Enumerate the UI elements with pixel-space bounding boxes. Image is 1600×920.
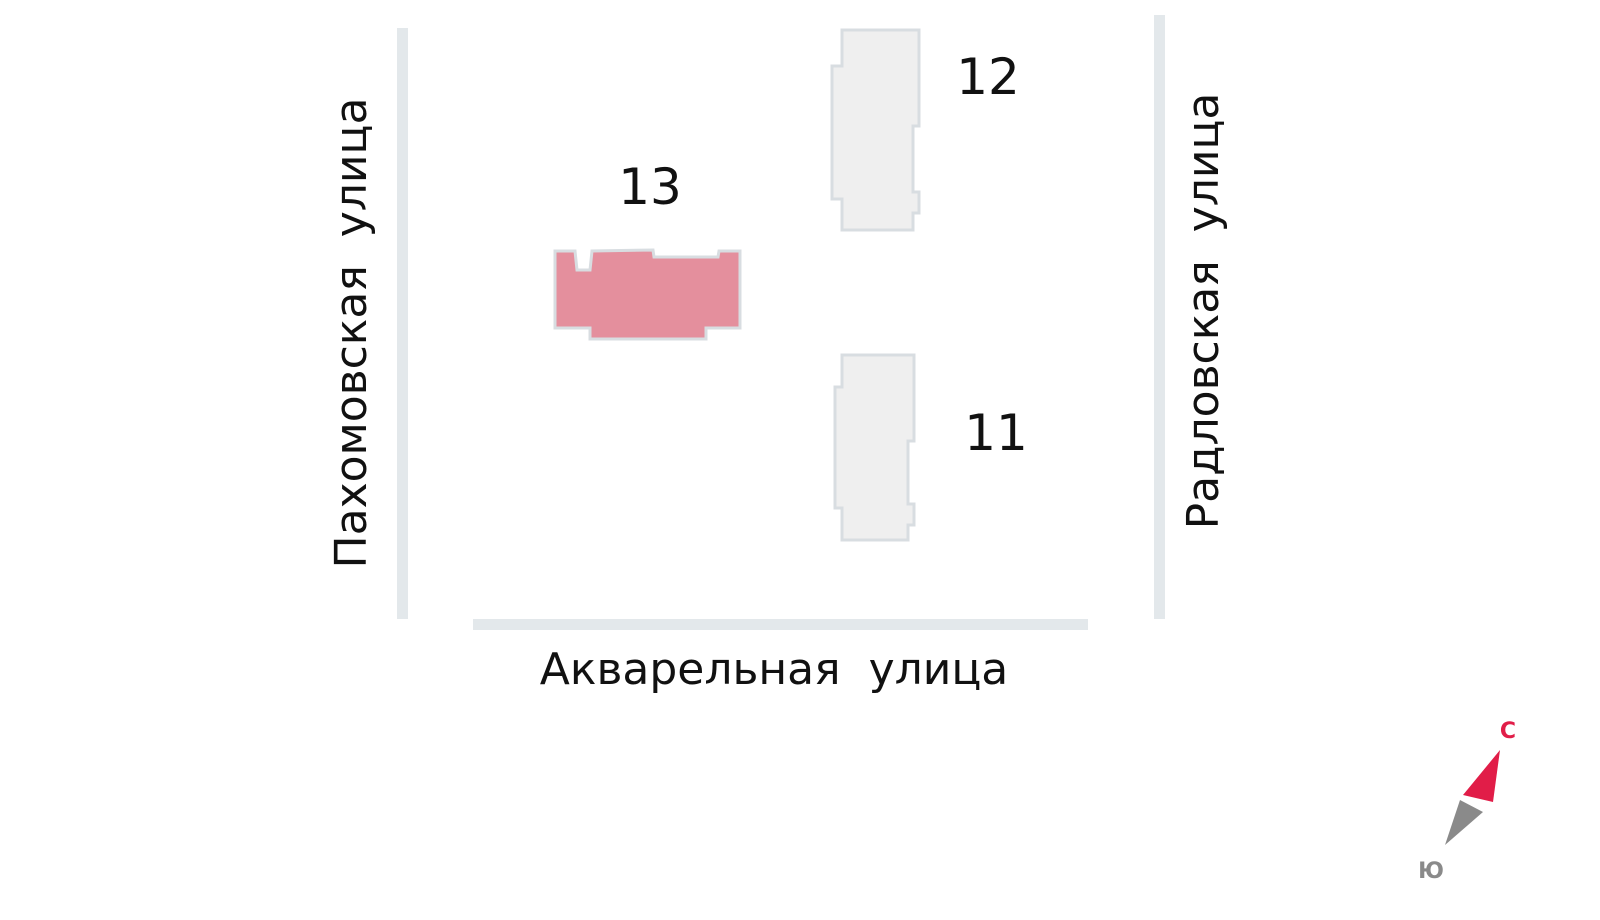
building-12-number: 12 [956,48,1020,106]
compass-north-label: С [1500,719,1516,744]
compass-south-label: Ю [1418,859,1444,884]
road-pakhomovskaya [397,28,408,619]
building-13-number: 13 [618,158,682,216]
building-11-number: 11 [964,404,1028,462]
compass-north-arrow-icon [1463,750,1500,802]
building-11[interactable] [833,353,916,542]
building-12[interactable] [830,28,921,232]
street-label-south: Акварельная улица [540,644,1008,695]
road-radlovskaya [1154,15,1165,619]
compass-south-arrow-icon [1445,800,1483,845]
building-13[interactable] [553,248,742,341]
compass: С Ю [1418,719,1516,884]
road-akvarelnaya [473,619,1088,630]
street-label-west: Пахомовская улица [326,98,377,569]
street-label-east: Радловская улица [1178,93,1229,530]
